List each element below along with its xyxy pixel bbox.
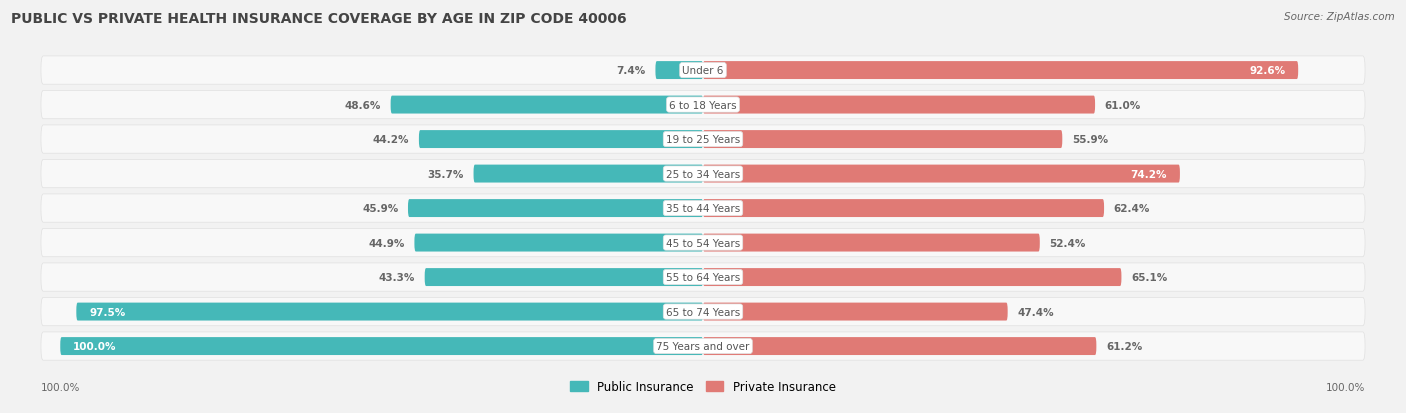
FancyBboxPatch shape — [703, 165, 1180, 183]
Text: 75 Years and over: 75 Years and over — [657, 341, 749, 351]
Text: 44.9%: 44.9% — [368, 238, 405, 248]
FancyBboxPatch shape — [415, 234, 703, 252]
FancyBboxPatch shape — [41, 91, 1365, 119]
FancyBboxPatch shape — [41, 195, 1365, 223]
Text: 74.2%: 74.2% — [1130, 169, 1167, 179]
FancyBboxPatch shape — [425, 268, 703, 286]
FancyBboxPatch shape — [408, 199, 703, 218]
Text: 65 to 74 Years: 65 to 74 Years — [666, 307, 740, 317]
FancyBboxPatch shape — [655, 62, 703, 80]
Text: 61.0%: 61.0% — [1105, 100, 1140, 110]
FancyBboxPatch shape — [41, 298, 1365, 326]
Text: 6 to 18 Years: 6 to 18 Years — [669, 100, 737, 110]
Text: 43.3%: 43.3% — [378, 273, 415, 282]
FancyBboxPatch shape — [41, 332, 1365, 360]
FancyBboxPatch shape — [703, 234, 1040, 252]
Text: 19 to 25 Years: 19 to 25 Years — [666, 135, 740, 145]
FancyBboxPatch shape — [703, 96, 1095, 114]
Text: 62.4%: 62.4% — [1114, 204, 1150, 214]
Text: 47.4%: 47.4% — [1018, 307, 1054, 317]
Text: 100.0%: 100.0% — [73, 341, 117, 351]
FancyBboxPatch shape — [41, 229, 1365, 257]
FancyBboxPatch shape — [419, 131, 703, 149]
FancyBboxPatch shape — [76, 303, 703, 321]
FancyBboxPatch shape — [41, 160, 1365, 188]
Text: Source: ZipAtlas.com: Source: ZipAtlas.com — [1284, 12, 1395, 22]
FancyBboxPatch shape — [41, 126, 1365, 154]
Text: 48.6%: 48.6% — [344, 100, 381, 110]
FancyBboxPatch shape — [703, 131, 1063, 149]
Text: 92.6%: 92.6% — [1249, 66, 1285, 76]
Text: 97.5%: 97.5% — [89, 307, 125, 317]
Text: 35 to 44 Years: 35 to 44 Years — [666, 204, 740, 214]
FancyBboxPatch shape — [703, 62, 1298, 80]
FancyBboxPatch shape — [703, 268, 1122, 286]
FancyBboxPatch shape — [703, 303, 1008, 321]
Text: 44.2%: 44.2% — [373, 135, 409, 145]
Text: 45.9%: 45.9% — [363, 204, 398, 214]
Text: 7.4%: 7.4% — [617, 66, 645, 76]
FancyBboxPatch shape — [41, 263, 1365, 292]
FancyBboxPatch shape — [60, 337, 703, 355]
Text: 100.0%: 100.0% — [41, 382, 80, 392]
Text: 35.7%: 35.7% — [427, 169, 464, 179]
Text: 100.0%: 100.0% — [1326, 382, 1365, 392]
Text: 45 to 54 Years: 45 to 54 Years — [666, 238, 740, 248]
Text: 61.2%: 61.2% — [1107, 341, 1142, 351]
FancyBboxPatch shape — [474, 165, 703, 183]
Text: 55.9%: 55.9% — [1071, 135, 1108, 145]
Text: PUBLIC VS PRIVATE HEALTH INSURANCE COVERAGE BY AGE IN ZIP CODE 40006: PUBLIC VS PRIVATE HEALTH INSURANCE COVER… — [11, 12, 627, 26]
Text: 52.4%: 52.4% — [1049, 238, 1085, 248]
FancyBboxPatch shape — [41, 57, 1365, 85]
Text: 55 to 64 Years: 55 to 64 Years — [666, 273, 740, 282]
Legend: Public Insurance, Private Insurance: Public Insurance, Private Insurance — [565, 375, 841, 398]
Text: 25 to 34 Years: 25 to 34 Years — [666, 169, 740, 179]
FancyBboxPatch shape — [703, 337, 1097, 355]
FancyBboxPatch shape — [703, 199, 1104, 218]
Text: Under 6: Under 6 — [682, 66, 724, 76]
FancyBboxPatch shape — [391, 96, 703, 114]
Text: 65.1%: 65.1% — [1130, 273, 1167, 282]
